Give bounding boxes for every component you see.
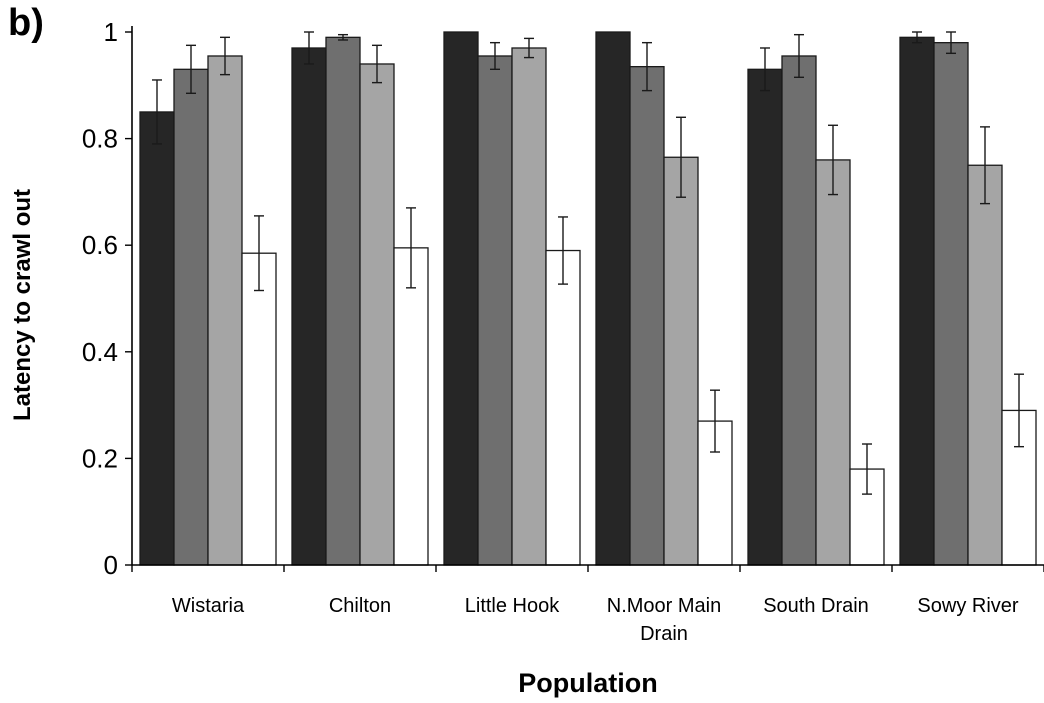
x-tick-label: Wistaria bbox=[172, 595, 245, 617]
y-tick-label: 0.2 bbox=[82, 443, 118, 473]
bar-s1-c5 bbox=[747, 68, 783, 566]
bar-s2-c6 bbox=[933, 42, 969, 566]
x-tick-label: Chilton bbox=[329, 595, 391, 617]
x-tick-label: Drain bbox=[640, 623, 688, 645]
bar-s2-c3 bbox=[477, 55, 513, 566]
bar-s4-c1 bbox=[241, 252, 277, 566]
bar-s3-c2 bbox=[359, 63, 395, 566]
x-tick-label: South Drain bbox=[763, 595, 869, 617]
bar-s1-c1 bbox=[139, 111, 175, 566]
bar-s2-c4 bbox=[629, 65, 665, 566]
bar-s1-c2 bbox=[291, 47, 327, 566]
y-tick-label: 1 bbox=[104, 17, 118, 47]
bar-s2-c1 bbox=[173, 68, 209, 566]
bar-s2-c5 bbox=[781, 55, 817, 566]
y-tick-label: 0.4 bbox=[82, 337, 118, 367]
y-axis-label: Latency to crawl out bbox=[9, 189, 36, 421]
bar-s1-c4 bbox=[595, 31, 631, 566]
x-axis-label: Population bbox=[518, 668, 657, 698]
bar-s3-c3 bbox=[511, 47, 547, 566]
bar-s1-c3 bbox=[443, 31, 479, 566]
bar-s3-c6 bbox=[967, 164, 1003, 566]
bar-s3-c4 bbox=[663, 156, 699, 566]
x-tick-label: Little Hook bbox=[465, 595, 560, 617]
x-tick-label: Sowy River bbox=[917, 595, 1018, 617]
y-tick-label: 0.8 bbox=[82, 124, 118, 154]
bar-s4-c2 bbox=[393, 247, 429, 566]
bar-s3-c5 bbox=[815, 159, 851, 566]
x-tick-label: N.Moor Main bbox=[607, 595, 721, 617]
bar-s2-c2 bbox=[325, 36, 361, 566]
y-tick-label: 0 bbox=[104, 550, 118, 580]
bar-s1-c6 bbox=[899, 36, 935, 566]
panel-label: b) bbox=[8, 2, 44, 44]
bar-s3-c1 bbox=[207, 55, 243, 566]
bar-s4-c3 bbox=[545, 249, 581, 566]
y-tick-label: 0.6 bbox=[82, 230, 118, 260]
